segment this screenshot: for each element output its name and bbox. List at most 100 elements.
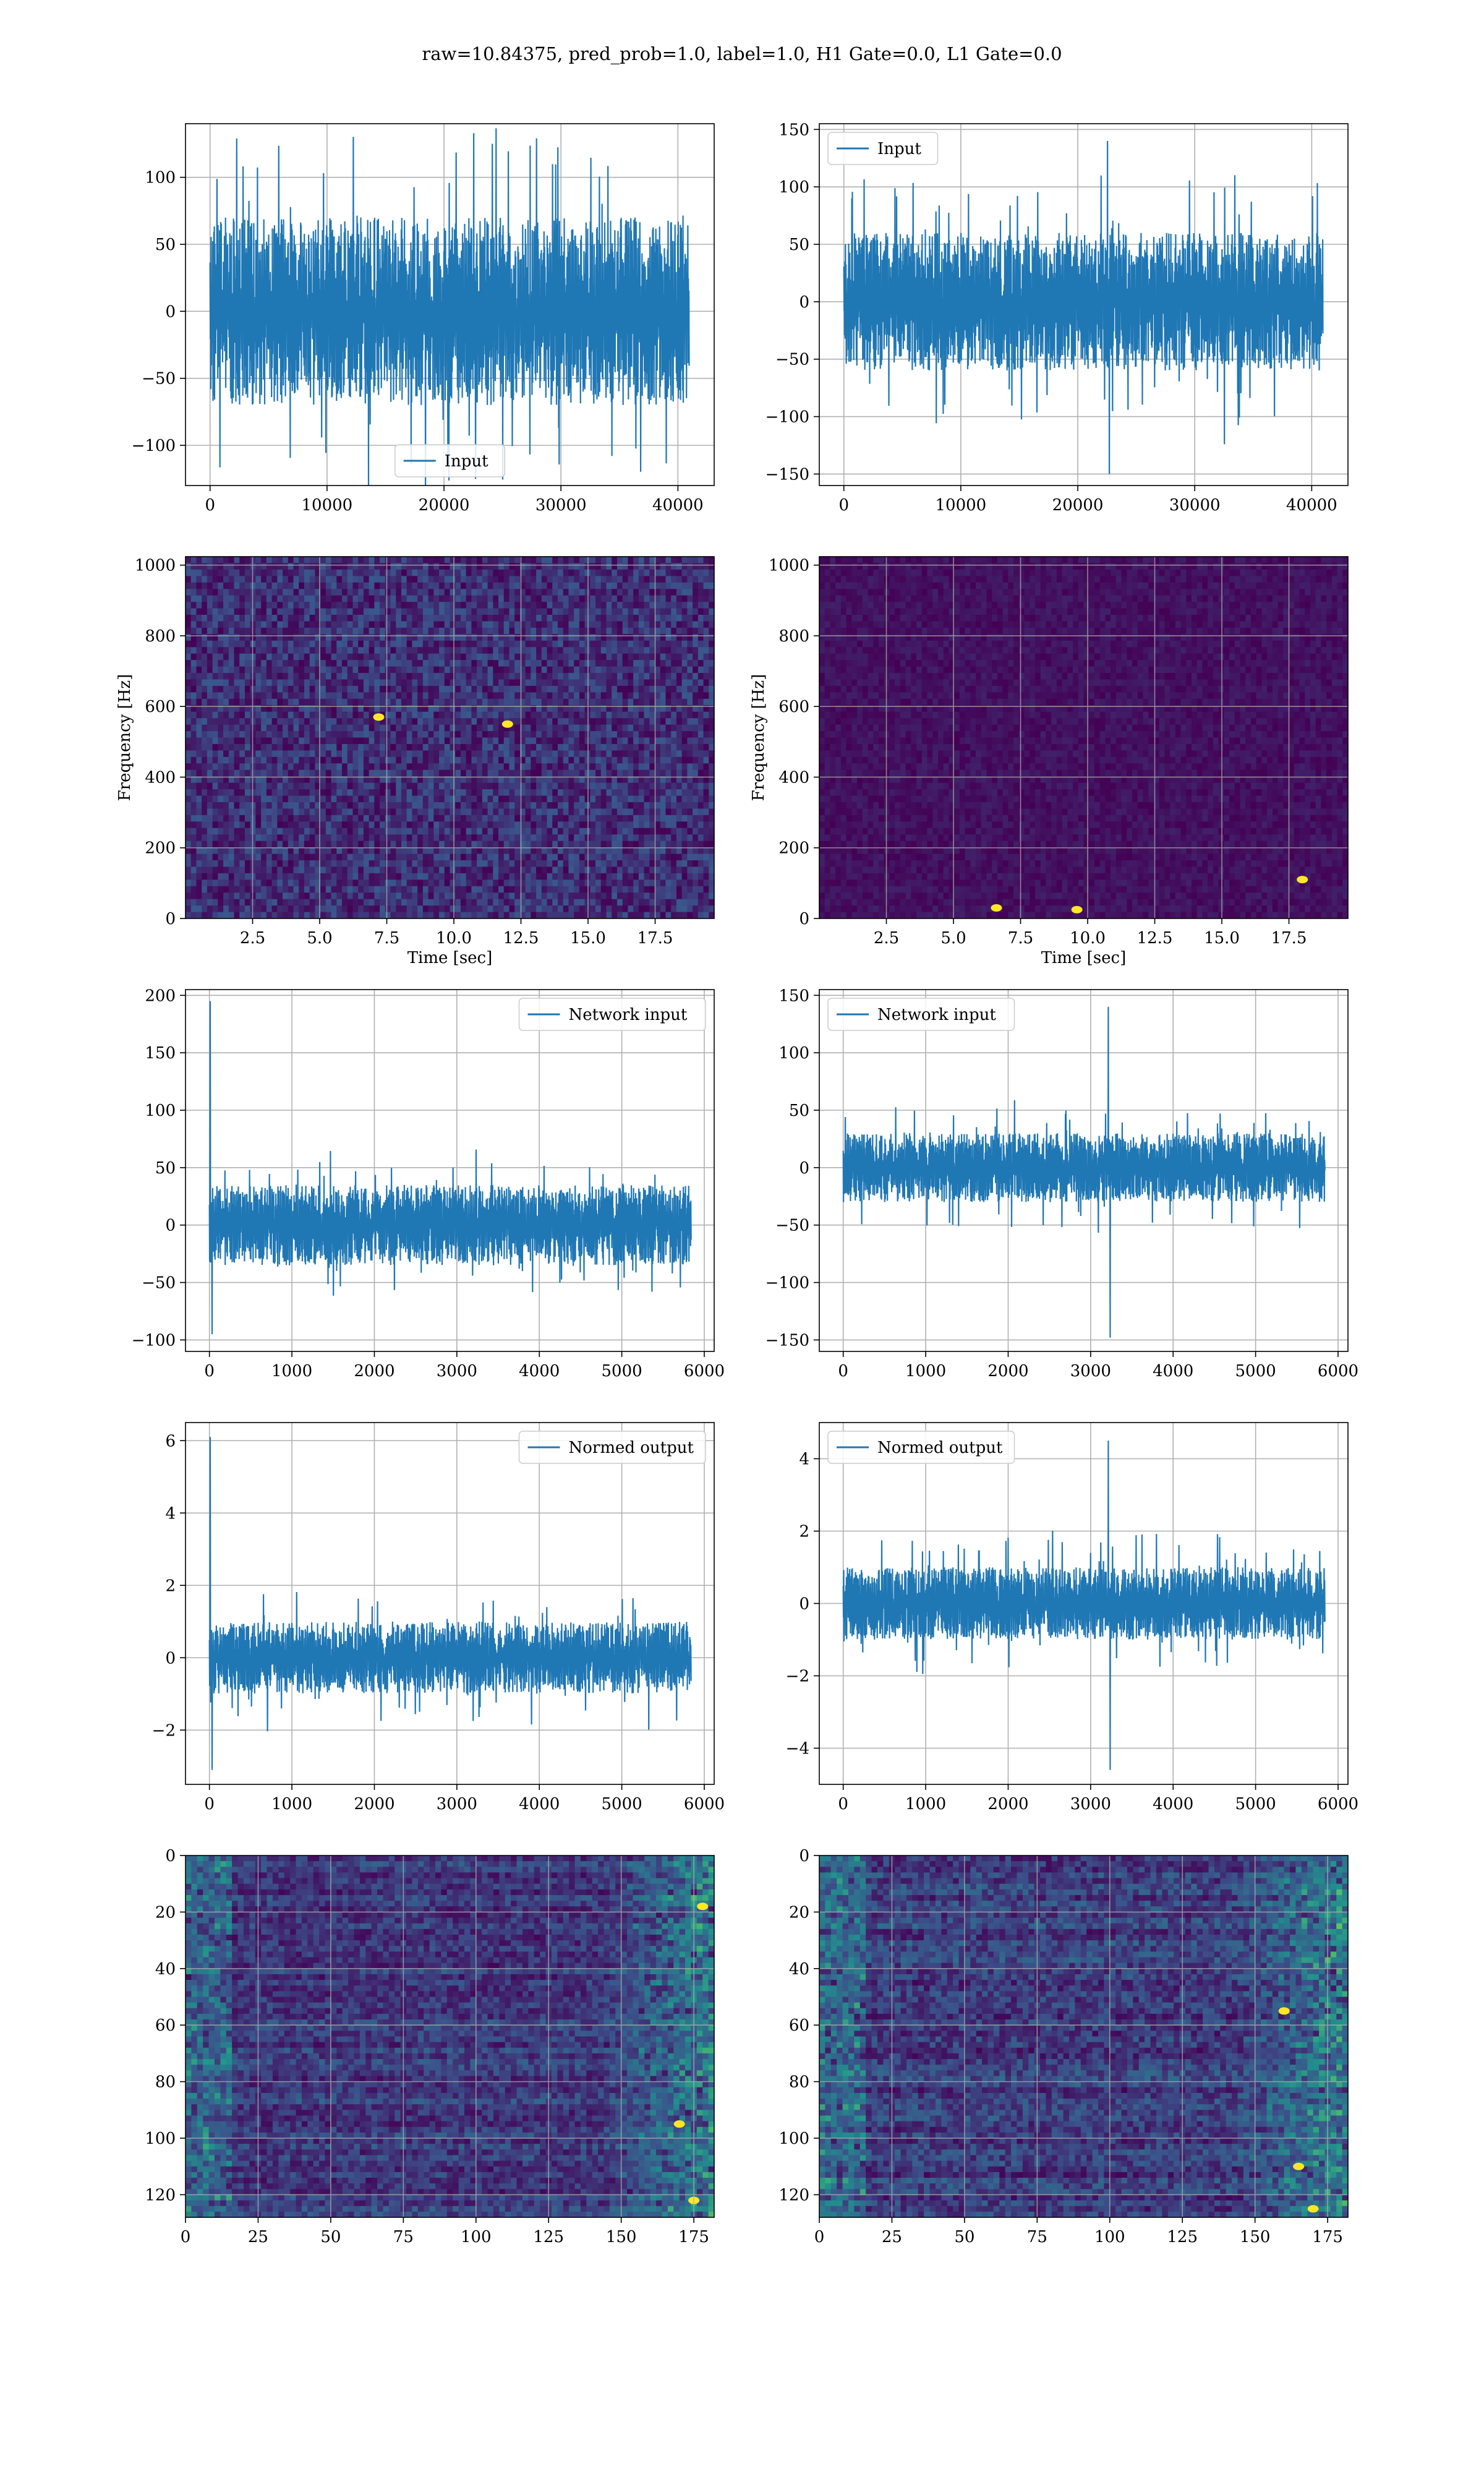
hotspot-mark <box>1307 2205 1319 2213</box>
x-tick-label: 15.0 <box>570 929 606 948</box>
y-tick-label: 80 <box>789 2073 809 2092</box>
x-tick-label: 6000 <box>1318 1795 1358 1813</box>
axes-frame <box>185 1855 715 2218</box>
y-tick-label: 800 <box>778 627 809 646</box>
x-tick-label: 17.5 <box>638 929 673 948</box>
y-tick-label: 40 <box>155 1960 176 1979</box>
hotspot-mark <box>1293 2162 1305 2170</box>
legend: Input <box>394 444 505 477</box>
y-tick-label: −4 <box>786 1740 809 1758</box>
y-axis-label: Frequency [Hz] <box>116 674 134 802</box>
x-tick-label: 10.0 <box>1070 929 1106 948</box>
hotspot-mark <box>1297 876 1308 884</box>
y-tick-label: 100 <box>778 1044 809 1063</box>
y-tick-label: 2 <box>799 1523 809 1541</box>
legend-box <box>827 1431 1015 1464</box>
y-tick-label: −100 <box>765 408 809 427</box>
y-tick-label: 100 <box>145 169 176 187</box>
chart-h1-network-input: 0 1000 2000 3000 4000 5000 6000 −100 −50 0 50 100 15… <box>132 987 725 1380</box>
y-tick-label: 200 <box>145 839 176 858</box>
x-tick-label: 2.5 <box>240 929 265 948</box>
y-tick-label: 50 <box>155 1159 176 1178</box>
y-tick-label: 50 <box>155 236 176 254</box>
x-tick-label: 12.5 <box>1137 929 1173 948</box>
x-tick-label: 40000 <box>652 496 704 515</box>
hotspot-mark <box>373 713 385 721</box>
x-axis-label: Time [sec] <box>1041 949 1127 967</box>
heatmap-cells <box>186 557 714 918</box>
plot-area <box>819 1423 1348 1784</box>
y-tick-label: 0 <box>165 302 176 321</box>
series-line <box>209 128 690 486</box>
axes-frame <box>819 123 1349 486</box>
x-tick-label: 7.5 <box>1008 929 1033 948</box>
plot-area <box>186 990 714 1351</box>
plot-area <box>186 1856 714 2217</box>
plot-area <box>186 124 714 486</box>
x-tick-label: 50 <box>320 2228 341 2246</box>
x-tick-label: 0 <box>181 2228 191 2246</box>
x-tick-label: 4000 <box>519 1362 560 1380</box>
plot-area <box>186 557 714 918</box>
x-tick-label: 3000 <box>1070 1795 1111 1813</box>
hotspot-mark <box>673 2120 685 2128</box>
y-tick-label: 120 <box>778 2186 809 2204</box>
legend-label: Network input <box>877 1006 996 1024</box>
legend: Input <box>827 132 939 165</box>
x-tick-label: 0 <box>838 1795 848 1813</box>
y-tick-label: 20 <box>789 1903 809 1922</box>
legend-box <box>394 444 505 477</box>
heatmap-cells <box>819 557 1348 918</box>
y-tick-label: 600 <box>145 698 176 716</box>
x-tick-label: 10.0 <box>436 929 472 948</box>
x-tick-label: 0 <box>204 1795 215 1813</box>
chart-h1-spectrogram: 2.5 5.0 7.5 10.0 12.5 15.0 17.5 0 200 400 600 800 10… <box>116 556 715 967</box>
legend: Normed output <box>518 1431 706 1464</box>
x-tick-label: 15.0 <box>1204 929 1240 948</box>
y-tick-label: 120 <box>145 2186 176 2204</box>
x-tick-label: 5000 <box>1235 1362 1276 1380</box>
x-tick-label: 3000 <box>437 1795 477 1813</box>
chart-l1-feature-map: 0 25 50 75 100 125 150 175 0 20 40 60 80 100 120 <box>778 1847 1349 2246</box>
x-tick-label: 20000 <box>1052 496 1104 515</box>
y-tick-label: −150 <box>765 465 809 484</box>
x-tick-label: 3000 <box>1070 1362 1111 1380</box>
x-tick-label: 0 <box>204 1362 215 1380</box>
legend-box <box>518 1431 706 1464</box>
chart-l1-network-input: 0 1000 2000 3000 4000 5000 6000 −150 −100 −50 0 50 1… <box>765 987 1359 1380</box>
y-tick-label: 6 <box>165 1432 176 1450</box>
x-tick-label: 2000 <box>987 1795 1028 1813</box>
y-tick-label: −100 <box>132 437 176 455</box>
x-tick-label: 25 <box>882 2228 902 2246</box>
chart-l1-normed-output: 0 1000 2000 3000 4000 5000 6000 −4 −2 0 2 4 Normed o… <box>786 1422 1358 1813</box>
legend-label: Network input <box>569 1006 688 1024</box>
x-tick-label: 17.5 <box>1271 929 1307 948</box>
y-tick-label: 0 <box>165 1847 176 1865</box>
grid <box>819 557 1348 918</box>
chart-l1-spectrogram: 2.5 5.0 7.5 10.0 12.5 15.0 17.5 0 200 400 600 800 10… <box>749 556 1349 967</box>
axes-frame <box>185 556 715 919</box>
x-tick-label: 4000 <box>1153 1362 1193 1380</box>
y-tick-label: 100 <box>145 2129 176 2148</box>
y-tick-label: 20 <box>155 1903 176 1922</box>
x-tick-label: 2000 <box>354 1362 394 1380</box>
y-tick-label: 200 <box>145 987 176 1005</box>
x-tick-label: 5.0 <box>940 929 966 948</box>
y-tick-label: 150 <box>145 1044 176 1063</box>
x-tick-label: 75 <box>393 2228 414 2246</box>
x-tick-label: 6000 <box>684 1362 725 1380</box>
axes-frame <box>185 123 715 486</box>
grid <box>186 990 714 1351</box>
x-tick-label: 5000 <box>602 1795 642 1813</box>
x-tick-label: 25 <box>248 2228 268 2246</box>
x-tick-label: 10000 <box>302 496 353 515</box>
y-tick-label: 80 <box>155 2073 176 2092</box>
y-tick-label: 40 <box>789 1960 809 1979</box>
series-line <box>208 1437 692 1770</box>
hotspot-mark <box>1278 2007 1290 2015</box>
x-axis-label: Time [sec] <box>407 949 493 967</box>
legend: Normed output <box>827 1431 1015 1464</box>
chart-h1-input: 0 10000 20000 30000 40000 −100 −50 0 50 100 Input <box>132 123 715 515</box>
plot-area <box>819 990 1348 1351</box>
